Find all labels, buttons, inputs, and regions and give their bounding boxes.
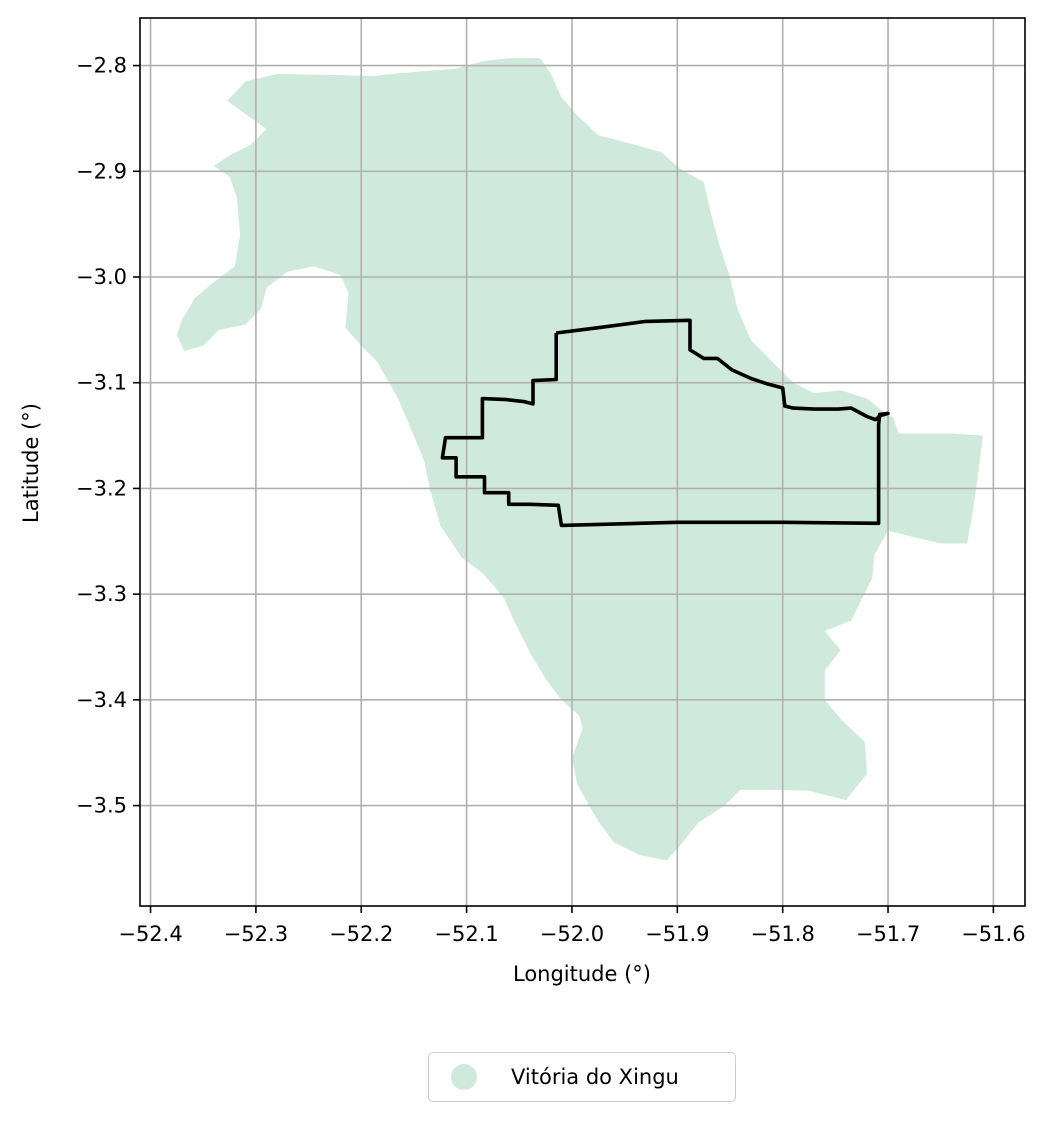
y-tick-label-2: −3.0 <box>76 265 127 289</box>
y-tick-label-4: −3.2 <box>76 476 127 500</box>
x-tick-label-1: −52.3 <box>224 922 288 946</box>
x-tick-label-0: −52.4 <box>118 922 182 946</box>
legend-marker-vitoria-do-xingu <box>451 1064 477 1090</box>
x-tick-label-5: −51.9 <box>645 922 709 946</box>
y-tick-label-0: −2.8 <box>76 54 127 78</box>
y-tick-label-6: −3.4 <box>76 688 127 712</box>
boundary-outline <box>440 318 890 528</box>
y-tick-label-1: −2.9 <box>76 159 127 183</box>
municipality-polygon-vitoria-do-xingu <box>176 58 983 861</box>
x-tick-label-3: −52.1 <box>434 922 498 946</box>
legend-label-vitoria-do-xingu: Vitória do Xingu <box>511 1065 679 1089</box>
x-axis-label: Longitude (°) <box>513 962 651 986</box>
axes-frame <box>139 17 1026 907</box>
y-tick-label-5: −3.3 <box>76 582 127 606</box>
x-tick-label-2: −52.2 <box>329 922 393 946</box>
x-tick-label-7: −51.7 <box>856 922 920 946</box>
x-tick-label-6: −51.8 <box>750 922 814 946</box>
x-tick-label-4: −52.0 <box>540 922 604 946</box>
x-tick-label-8: −51.6 <box>961 922 1025 946</box>
plot-area: −52.4 −52.3 −52.2 −52.1 −52.0 −51.9 −51.8 −51.7… <box>76 17 1026 946</box>
y-axis-label: Latitude (°) <box>19 403 43 523</box>
legend: Vitória do Xingu <box>428 1052 736 1102</box>
y-tick-label-7: −3.5 <box>76 794 127 818</box>
y-tick-label-3: −3.1 <box>76 371 127 395</box>
